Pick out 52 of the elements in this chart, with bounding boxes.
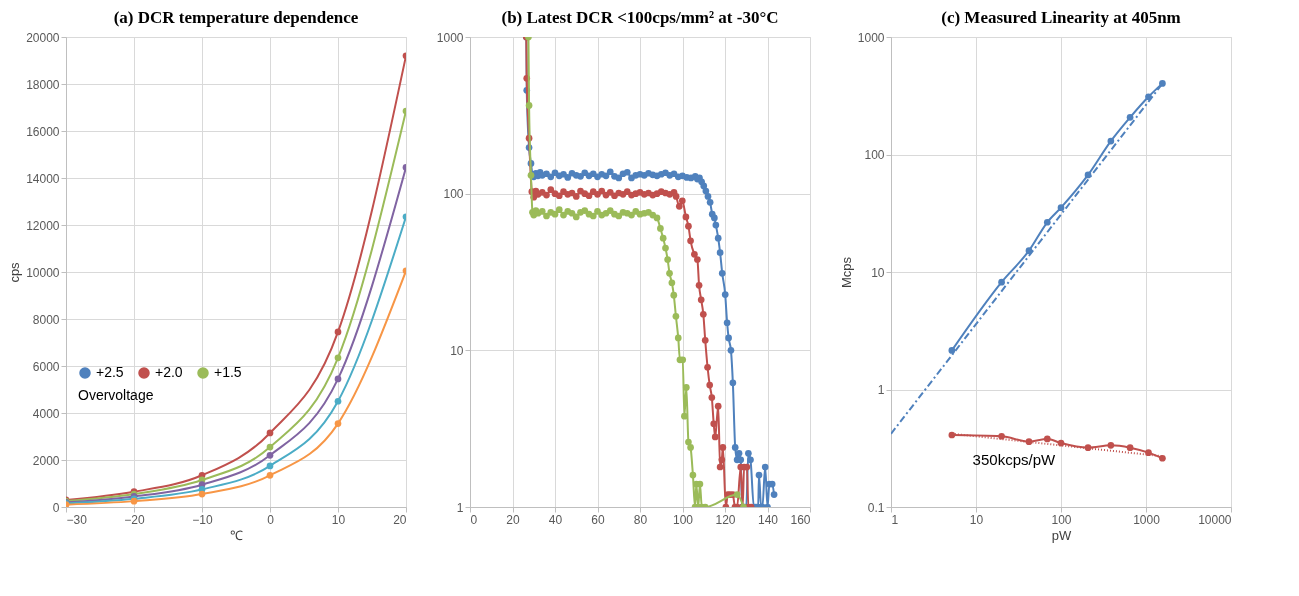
y-tick-label: 10 — [450, 343, 464, 358]
x-tick-label: −10 — [192, 512, 213, 527]
x-tick-label: 160 — [790, 512, 811, 527]
x-tick-label: 40 — [548, 512, 563, 527]
y-tick-label: 1000 — [436, 30, 464, 45]
chart-title: (b) Latest DCR <100cps/mm² at -30°C — [501, 8, 779, 27]
x-tick-label: 10 — [969, 512, 984, 527]
x-tick-label: 20 — [506, 512, 520, 527]
x-tick-label: 100 — [1051, 512, 1072, 527]
y-tick-label: 8000 — [32, 312, 60, 327]
y-tick-label: 2000 — [32, 453, 60, 468]
y-tick-label: 6000 — [32, 359, 60, 374]
y-tick-label: 10000 — [26, 265, 60, 280]
y-tick-label: 1 — [456, 500, 464, 515]
x-tick-label: 20 — [393, 512, 407, 527]
y-tick-label: 10 — [871, 265, 885, 280]
x-tick-label: 10000 — [1198, 512, 1232, 527]
x-tick-label: 10 — [331, 512, 346, 527]
y-tick-label: 100 — [443, 187, 464, 202]
x-tick-label: 0 — [470, 512, 478, 527]
x-tick-label: 120 — [715, 512, 736, 527]
legend-title: Overvoltage — [78, 387, 154, 403]
y-tick-label: 20000 — [26, 30, 60, 45]
x-tick-label: 0 — [267, 512, 275, 527]
chart-title: (c) Measured Linearity at 405nm — [941, 8, 1181, 27]
y-tick-label: 1 — [877, 383, 885, 397]
x-tick-label: 140 — [757, 512, 779, 527]
y-tick-label: 0.1 — [867, 500, 885, 515]
annotation: 350kcps/pW — [972, 451, 1056, 468]
y-tick-label: 4000 — [32, 406, 60, 421]
y-axis-title: Mcps — [838, 256, 854, 289]
legend-label: +1.5 — [214, 364, 242, 380]
x-tick-label: −30 — [66, 512, 88, 527]
chart-title: (a) DCR temperature dependence — [113, 8, 359, 27]
x-tick-label: 80 — [633, 512, 648, 527]
x-tick-label: 1000 — [1133, 512, 1161, 527]
x-tick-label: 60 — [591, 512, 605, 527]
x-tick-label: 100 — [672, 512, 694, 527]
x-tick-label: 1 — [891, 512, 899, 527]
y-tick-label: 14000 — [26, 171, 60, 186]
y-tick-label: 1000 — [857, 30, 885, 45]
y-tick-label: 18000 — [26, 77, 60, 92]
legend-label: +2.0 — [155, 364, 183, 380]
x-axis-title: ℃ — [230, 527, 243, 543]
x-tick-label: −20 — [124, 512, 145, 527]
x-axis-title: pW — [1051, 527, 1072, 543]
y-tick-label: 0 — [52, 500, 60, 515]
y-tick-label: 100 — [864, 148, 885, 162]
legend-label: +2.5 — [96, 364, 124, 380]
y-tick-label: 16000 — [26, 124, 60, 139]
y-axis-title: cps — [7, 261, 23, 283]
y-tick-label: 12000 — [26, 218, 60, 233]
